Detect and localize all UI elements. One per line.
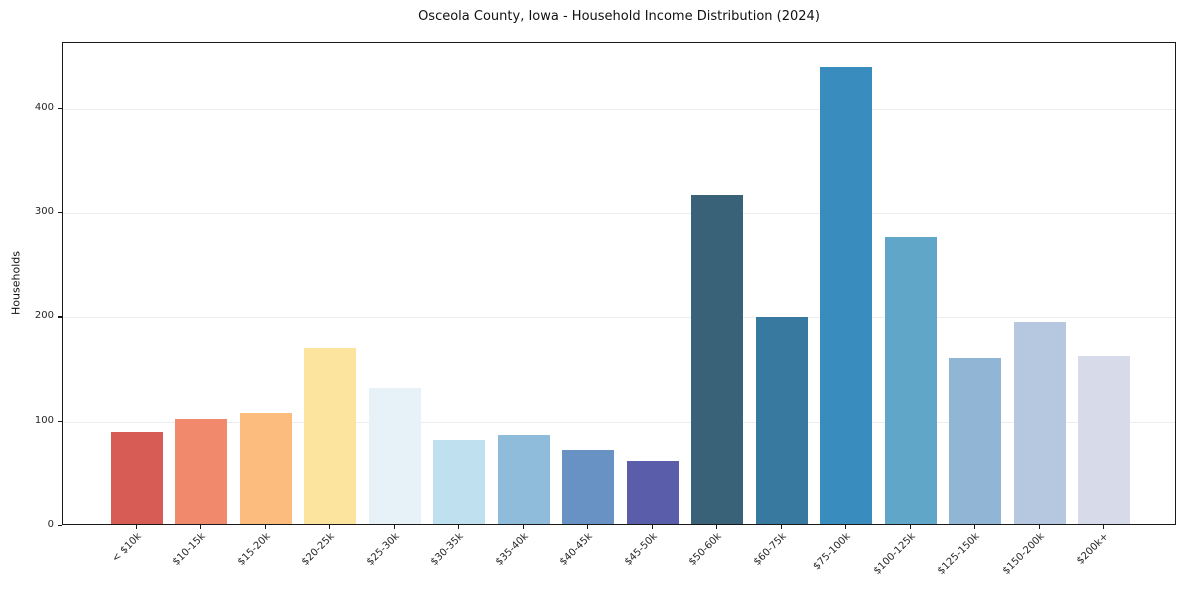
x-tick-mark-12	[909, 525, 911, 529]
x-tick-mark-3	[329, 525, 331, 529]
x-tick-label-0: < $10k	[109, 531, 144, 565]
x-tick-mark-5	[458, 525, 460, 529]
bar--25-30k	[368, 388, 421, 524]
x-tick-mark-4	[393, 525, 395, 529]
y-tick-label-300: 300	[34, 206, 54, 218]
y-tick-mark-100	[58, 420, 62, 422]
bar--10k	[110, 432, 163, 524]
bar--30-35k	[433, 439, 485, 524]
y-tick-mark-400	[58, 107, 62, 109]
x-tick-mark-10	[780, 525, 782, 529]
bar--200k-	[1078, 356, 1130, 524]
y-tick-label-400: 400	[34, 101, 54, 113]
x-tick-mark-1	[200, 525, 202, 529]
y-axis-label: Households	[9, 251, 23, 315]
bar--75-100k	[820, 67, 872, 524]
bar--150-200k	[1013, 321, 1066, 524]
bar--40-45k	[562, 449, 614, 524]
x-tick-mark-6	[522, 525, 524, 529]
y-tick-mark-0	[58, 525, 62, 527]
bar--10-15k	[175, 418, 227, 524]
bar--35-40k	[497, 435, 550, 524]
x-tick-mark-8	[651, 525, 653, 529]
bar--50-60k	[691, 195, 743, 524]
y-tick-label-200: 200	[34, 310, 54, 322]
y-tick-mark-200	[58, 316, 62, 318]
x-tick-mark-0	[135, 525, 137, 529]
y-tick-label-0: 0	[47, 519, 54, 530]
bar--15-20k	[239, 413, 292, 524]
bar--125-150k	[949, 358, 1001, 524]
bar--60-75k	[755, 317, 808, 524]
x-tick-mark-9	[716, 525, 718, 529]
gridline-y-100	[63, 421, 1175, 423]
gridline-y-200	[63, 317, 1175, 319]
x-tick-mark-11	[845, 525, 847, 529]
x-tick-mark-7	[587, 525, 589, 529]
y-tick-label-100: 100	[34, 414, 54, 426]
x-tick-mark-2	[264, 525, 266, 529]
x-tick-mark-14	[1038, 525, 1040, 529]
x-tick-mark-13	[974, 525, 976, 529]
gridline-y-400	[63, 108, 1175, 110]
gridline-y-300	[63, 213, 1175, 215]
y-tick-mark-300	[58, 212, 62, 214]
plot-area	[62, 42, 1176, 525]
chart-title: Osceola County, Iowa - Household Income …	[418, 9, 820, 24]
bar--100-125k	[884, 237, 937, 524]
x-tick-mark-15	[1103, 525, 1105, 529]
bar--20-25k	[304, 347, 356, 524]
bar--45-50k	[626, 461, 679, 524]
